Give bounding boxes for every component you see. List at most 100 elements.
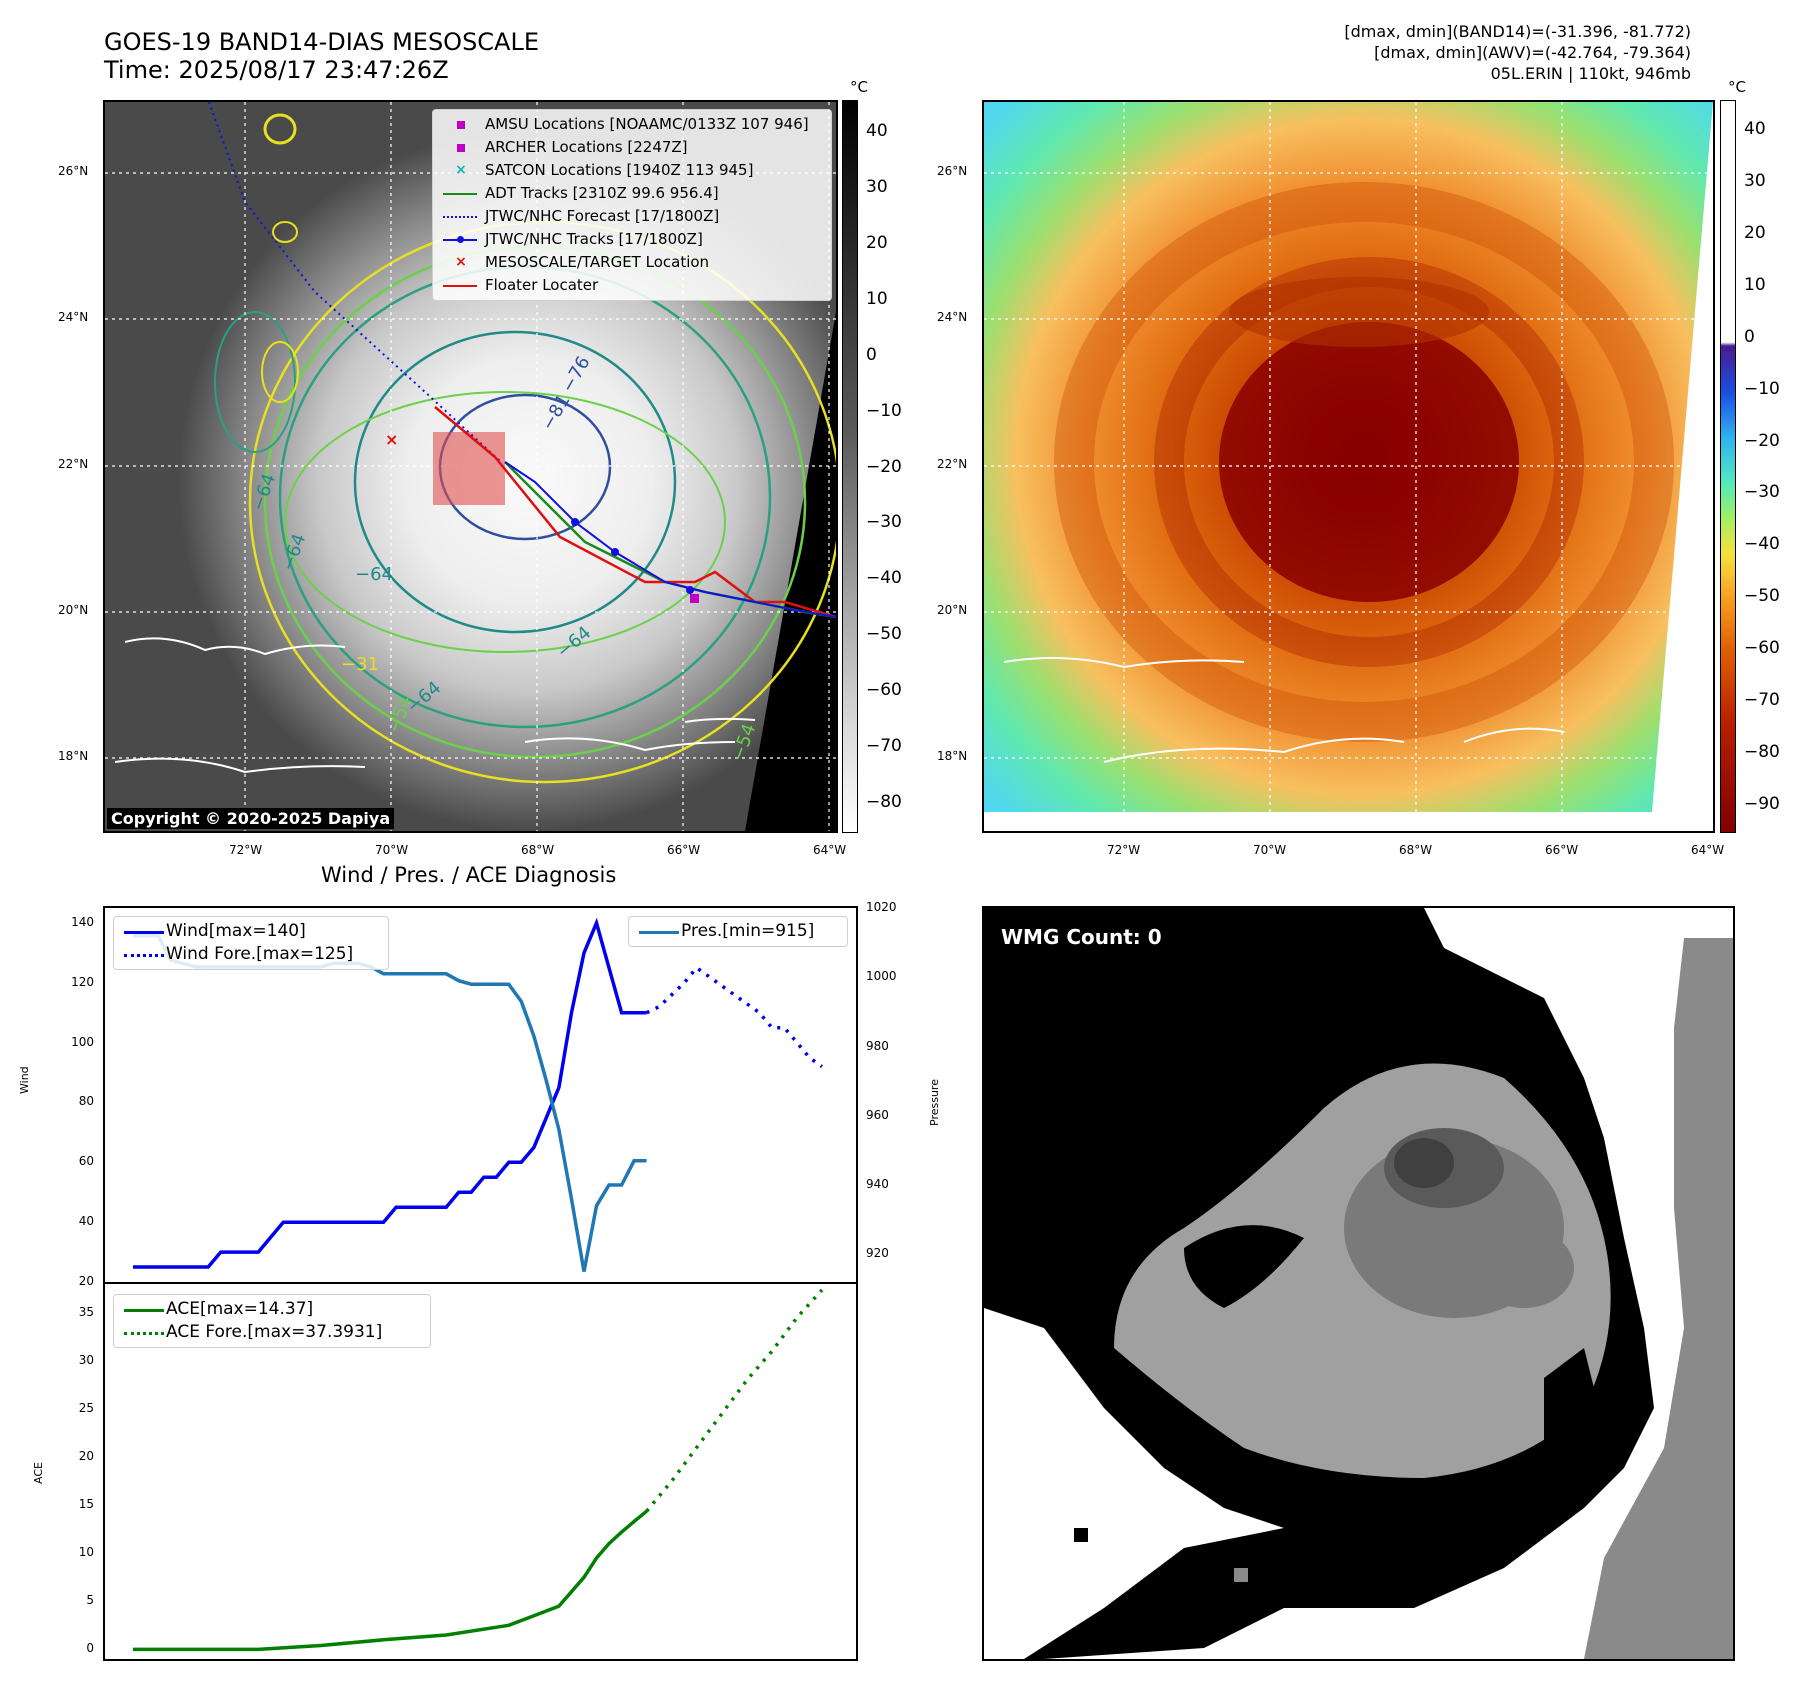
series-line-1 [645, 965, 824, 1069]
y-tick-label: 120 [71, 974, 94, 989]
lat-label: 20°N [937, 603, 968, 617]
lon-label: 70°W [1253, 843, 1287, 857]
colorbar-tick-label: −30 [866, 512, 902, 533]
colorbar-tick-label: 20 [866, 232, 888, 253]
ace-plot [133, 1288, 824, 1652]
legend-entry: Pres.[min=915] [629, 920, 847, 943]
legend-entry: ARCHER Locations [2247Z] [433, 136, 831, 159]
colorbar-tick-label: −10 [866, 400, 902, 421]
lon-label: 64°W [1691, 843, 1725, 857]
colorbar-tick-label: −60 [866, 680, 902, 701]
ace-legend: ACE[max=14.37] ACE Fore.[max=37.3931] [113, 1294, 431, 1348]
figure-title-line2: Time: 2025/08/17 23:47:26Z [104, 56, 449, 84]
colorbar-tick-label: −70 [1744, 690, 1780, 711]
y-tick-label: 0 [86, 1641, 94, 1656]
lat-label: 26°N [937, 164, 968, 178]
y-tick-label: 15 [78, 1497, 94, 1512]
legend-entry: ACE[max=14.37] [114, 1298, 430, 1321]
legend-entry: ADT Tracks [2310Z 99.6 956.4] [433, 182, 831, 205]
mesoscale-box [433, 432, 505, 505]
jtwc-track [504, 461, 836, 618]
wmg-panel: WMG Count: 0 [982, 906, 1735, 1661]
contour-label: −64 [355, 564, 393, 585]
colorbar-tick-label: 10 [1744, 274, 1766, 295]
ace-axis-label: ACE [32, 1462, 45, 1484]
lat-label: 22°N [58, 457, 89, 471]
awv-map-gridlines [984, 102, 1713, 831]
legend-entry: JTWC/NHC Tracks [17/1800Z] [433, 228, 831, 251]
legend-entry: AMSU Locations [NOAAMC/0133Z 107 946] [433, 113, 831, 136]
awv-map-panel [982, 100, 1715, 833]
y-tick-label: 140 [71, 914, 94, 929]
info-line1: [dmax, dmin](BAND14)=(-31.396, -81.772) [1344, 22, 1691, 41]
y-tick-label: 5 [86, 1593, 94, 1608]
lon-label: 66°W [667, 843, 701, 857]
y-tick-label: 940 [866, 1177, 889, 1192]
awv-colorbar [1720, 100, 1736, 833]
colorbar-tick-label: −40 [1744, 534, 1780, 555]
y-tick-label: 1000 [866, 969, 897, 984]
line-icon [439, 274, 483, 297]
y-tick-label: 60 [78, 1154, 94, 1169]
y-tick-label: 980 [866, 1038, 889, 1053]
ir-colorbar-unit: °C [850, 78, 868, 96]
line-icon [635, 920, 679, 943]
y-tick-label: 960 [866, 1107, 889, 1122]
y-tick-label: 100 [71, 1034, 94, 1049]
lat-label: 18°N [937, 749, 968, 763]
colorbar-tick-label: −20 [1744, 430, 1780, 451]
y-tick-label: 1020 [866, 900, 897, 914]
y-tick-label: 20 [78, 1274, 94, 1288]
lat-label: 26°N [58, 164, 89, 178]
copyright-label: Copyright © 2020-2025 Dapiya [107, 808, 395, 829]
floater-track [434, 406, 836, 619]
x-marker-icon: × [455, 254, 467, 270]
colorbar-tick-label: −90 [1744, 794, 1780, 815]
lon-label: 70°W [375, 843, 409, 857]
colorbar-tick-label: 40 [1744, 118, 1766, 139]
wind-legend: Wind[max=140] Wind Fore.[max=125] [113, 916, 389, 970]
pressure-legend: Pres.[min=915] [628, 916, 848, 947]
awv-colorbar-unit: °C [1728, 78, 1746, 96]
colorbar-tick-label: −30 [1744, 482, 1780, 503]
colorbar-tick-label: −50 [1744, 586, 1780, 607]
legend-entry: Wind Fore.[max=125] [114, 943, 388, 966]
colorbar-tick-label: 10 [866, 288, 888, 309]
y-tick-label: 40 [78, 1214, 94, 1229]
series-line-0 [133, 1509, 648, 1652]
line-dot-icon [439, 228, 483, 251]
wind-pressure-panel: Wind[max=140] Wind Fore.[max=125] Pres.[… [103, 906, 858, 1284]
series-line-0 [133, 917, 647, 1269]
colorbar-tick-label: 0 [1744, 326, 1755, 347]
jtwc-forecast-track [208, 102, 502, 463]
lat-label: 24°N [937, 310, 968, 324]
legend-entry: × MESOSCALE/TARGET Location [433, 251, 831, 274]
lon-label: 64°W [813, 843, 847, 857]
y-tick-label: 10 [78, 1545, 94, 1560]
colorbar-tick-label: −70 [866, 736, 902, 757]
ir-colorbar [842, 100, 858, 833]
lat-label: 18°N [58, 749, 89, 763]
colorbar-tick-label: −40 [866, 568, 902, 589]
colorbar-tick-label: −10 [1744, 378, 1780, 399]
lon-label: 68°W [521, 843, 555, 857]
wmg-image [984, 908, 1733, 1659]
lon-label: 68°W [1399, 843, 1433, 857]
y-tick-label: 920 [866, 1246, 889, 1261]
colorbar-tick-label: −80 [1744, 742, 1780, 763]
chart-title: Wind / Pres. / ACE Diagnosis [321, 863, 617, 887]
lon-label: 72°W [229, 843, 263, 857]
lon-label: 66°W [1545, 843, 1579, 857]
square-marker-icon [439, 136, 483, 159]
legend-entry: ACE Fore.[max=37.3931] [114, 1321, 430, 1344]
colorbar-tick-label: 20 [1744, 222, 1766, 243]
lat-label: 22°N [937, 457, 968, 471]
colorbar-tick-label: −50 [866, 624, 902, 645]
colorbar-tick-label: −60 [1744, 638, 1780, 659]
series-line-2 [133, 933, 647, 1272]
legend-entry: × SATCON Locations [1940Z 113 945] [433, 159, 831, 182]
colorbar-tick-label: −80 [866, 792, 902, 813]
pressure-axis-label: Pressure [928, 1079, 941, 1126]
series-line-1 [645, 1288, 824, 1513]
wmg-count-label: WMG Count: 0 [993, 922, 1170, 952]
